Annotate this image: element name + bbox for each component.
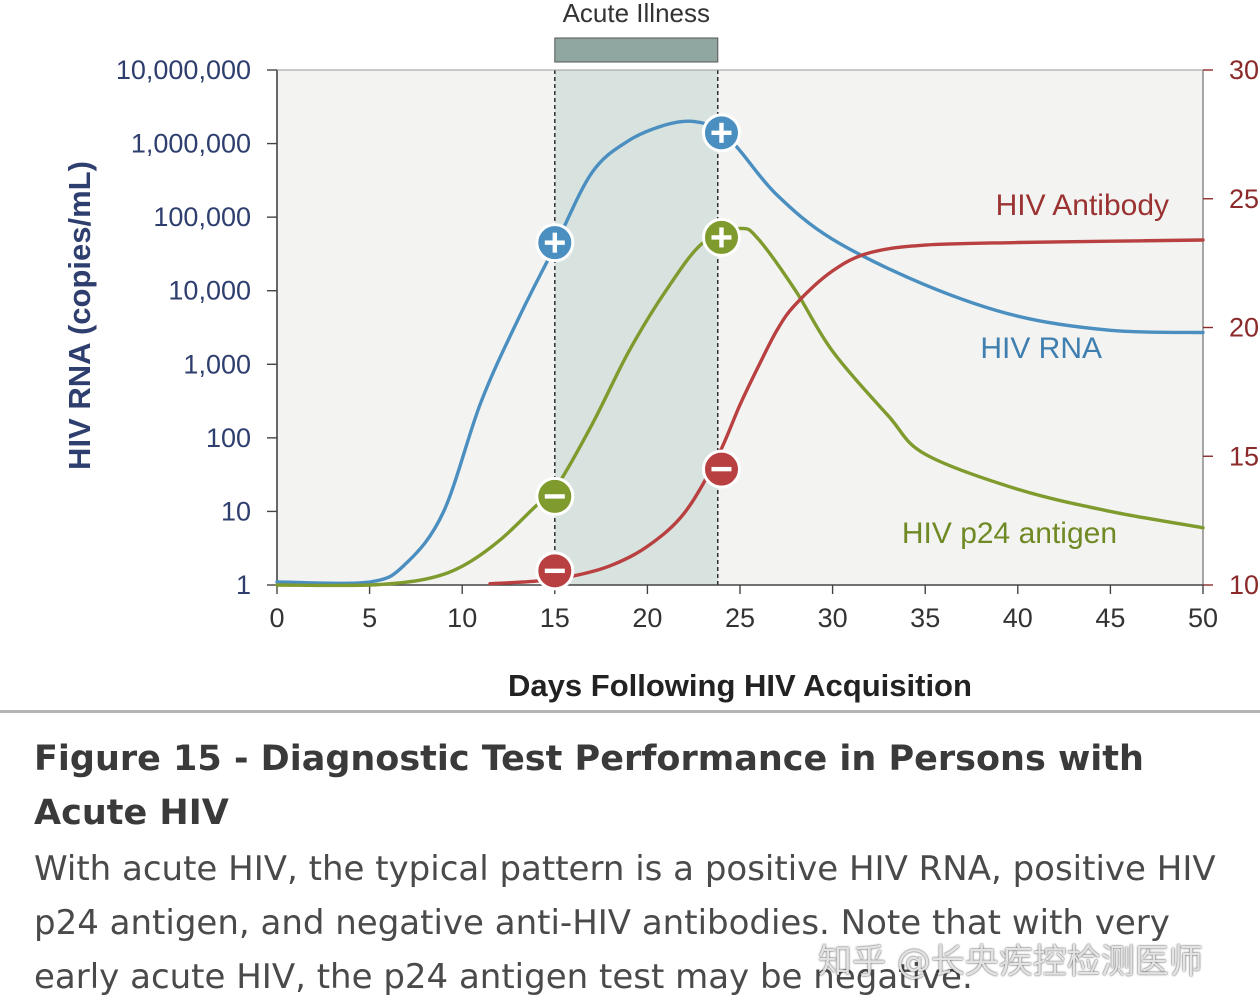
marker-sign-bar [544,494,565,499]
y-tick-label: 1,000,000 [131,129,251,159]
x-tick-label: 25 [725,603,755,633]
y2-tick-label: 20 [1229,313,1259,343]
acute-illness-label: Acute Illness [563,0,710,28]
caption-title: Figure 15 - Diagnostic Test Performance … [34,739,1144,833]
positive-marker-hiv-rna [535,223,575,263]
y2-tick-label: 30 [1229,55,1259,85]
negative-marker-hiv-p24-antigen [535,476,575,516]
marker-sign-vbar [719,227,724,248]
x-tick-label: 45 [1095,603,1125,633]
negative-marker-hiv-antibody [535,551,575,591]
y-tick-label: 10,000 [168,276,251,306]
x-tick-label: 50 [1188,603,1218,633]
marker-sign-bar [711,466,732,472]
series-label-hiv-antibody: HIV Antibody [996,189,1169,222]
x-tick-label: 35 [910,603,940,633]
x-tick-label: 20 [632,603,662,633]
x-tick-label: 30 [818,603,848,633]
x-tick-label: 10 [447,603,477,633]
series-line-hiv-antibody [488,238,1205,586]
y-tick-label: 1 [236,570,251,600]
y-tick-label: 10,000,000 [116,55,251,85]
watermark: 知乎 @长央疾控检测医师 [818,942,1203,982]
x-tick-label: 0 [269,603,284,633]
series-label-hiv-rna: HIV RNA [980,332,1102,365]
caption-body: With acute HIV, the typical pattern is a… [34,849,1216,997]
y-tick-label: 1,000 [183,349,251,379]
positive-marker-hiv-rna [701,113,741,153]
y-tick-label: 10 [221,496,251,526]
marker-sign-bar [544,568,565,574]
series-label-hiv-p24-antigen: HIV p24 antigen [902,517,1117,550]
marker-sign-vbar [719,122,724,143]
x-axis-title: Days Following HIV Acquisition [508,668,972,703]
y-tick-label: 100,000 [153,202,251,232]
plot-background [277,70,1203,585]
x-tick-label: 5 [362,603,377,633]
acute-illness-band [554,70,718,585]
x-tick-label: 15 [540,603,570,633]
marker-sign-vbar [552,232,557,253]
caption-separator [0,710,1260,713]
y2-tick-label: 25 [1229,184,1259,214]
acute-illness-banner [554,37,719,63]
positive-marker-hiv-p24-antigen [701,217,741,257]
series-line-hiv-rna [275,119,1205,586]
y2-tick-label: 15 [1229,441,1259,471]
chart: Acute Illness1101001,00010,000100,0001,0… [62,0,1259,703]
negative-marker-hiv-antibody [701,449,741,489]
y-axis-title: HIV RNA (copies/mL) [62,161,97,470]
y2-tick-label: 10 [1229,570,1259,600]
y-tick-label: 100 [206,423,251,453]
series-line-hiv-p24-antigen [275,226,1205,588]
x-tick-label: 40 [1003,603,1033,633]
